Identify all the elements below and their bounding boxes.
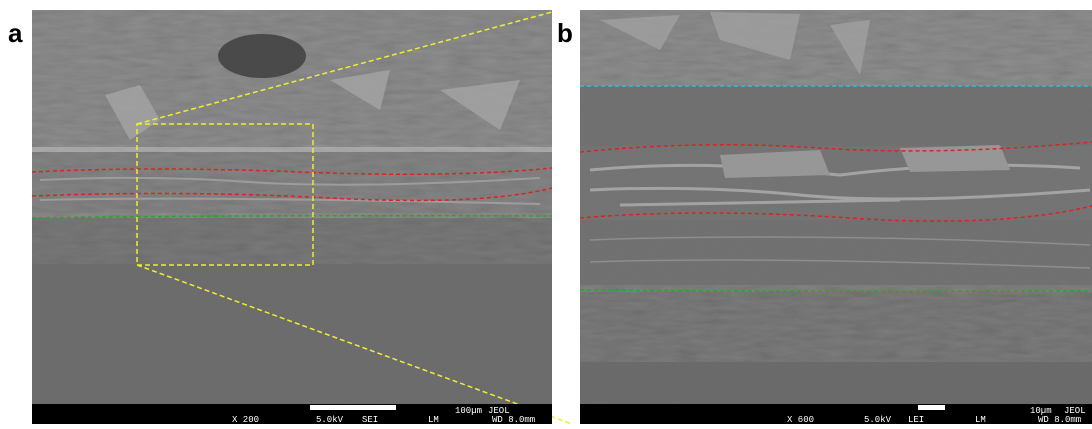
sem-image-a (32, 10, 552, 404)
sem-image-b (580, 10, 1092, 404)
scale-text: 10µm (1030, 406, 1052, 416)
panel-label: b (557, 18, 573, 48)
mode: LM (428, 415, 439, 424)
working-distance: WD 8.0mm (1038, 415, 1081, 424)
panel-label: a (8, 18, 23, 48)
magnification: X 200 (232, 415, 259, 424)
brand: JEOL (1064, 406, 1086, 416)
scale-bar (310, 405, 396, 410)
voltage: 5.0kV (316, 415, 344, 424)
detector: SEI (362, 415, 378, 424)
zoom-guide (136, 11, 573, 425)
working-distance: WD 8.0mm (492, 415, 535, 424)
scale-text: 100µm (455, 406, 482, 416)
brand: JEOL (488, 406, 510, 416)
info-bar (32, 404, 552, 424)
scale-bar (918, 405, 945, 410)
info-bar (580, 404, 1092, 424)
voltage: 5.0kV (864, 415, 892, 424)
mode: LM (975, 415, 986, 424)
detector: LEI (908, 415, 924, 424)
magnification: X 600 (787, 415, 814, 424)
